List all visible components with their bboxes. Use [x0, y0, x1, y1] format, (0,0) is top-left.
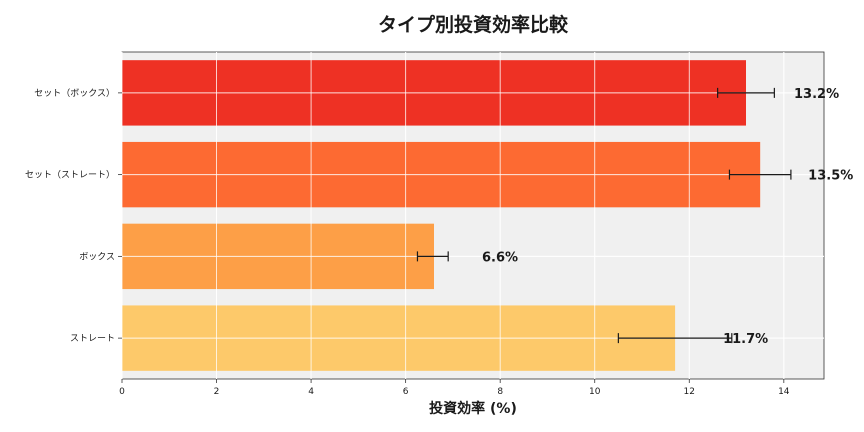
x-tick-label: 4 — [308, 387, 314, 397]
chart-title: タイプ別投資効率比較 — [378, 13, 569, 36]
data-label: 6.6% — [482, 250, 518, 265]
x-tick-label: 10 — [589, 387, 601, 397]
error-bars — [416, 87, 792, 344]
x-axis-label: 投資効率 (%) — [429, 400, 517, 417]
y-tick-label: セット（ストレート） — [25, 170, 115, 181]
data-labels: 13.2% 13.5% 6.6% 11.7% — [482, 87, 853, 347]
x-axis: 0 2 4 6 8 10 12 14 — [119, 379, 790, 397]
x-tick-label: 0 — [119, 387, 125, 397]
x-tick-label: 8 — [497, 387, 503, 397]
grid-lines-overlay — [121, 52, 824, 379]
y-tick-label: ボックス — [79, 251, 115, 262]
x-tick-label: 6 — [403, 387, 409, 397]
x-tick-label: 12 — [684, 387, 695, 397]
y-tick-label: ストレート — [70, 334, 115, 344]
data-label: 11.7% — [723, 332, 768, 347]
x-tick-label: 14 — [778, 387, 790, 397]
y-tick-label: セット（ボックス） — [34, 88, 115, 99]
x-tick-label: 2 — [214, 387, 220, 397]
data-label: 13.5% — [808, 169, 853, 184]
data-label: 13.2% — [794, 87, 839, 102]
